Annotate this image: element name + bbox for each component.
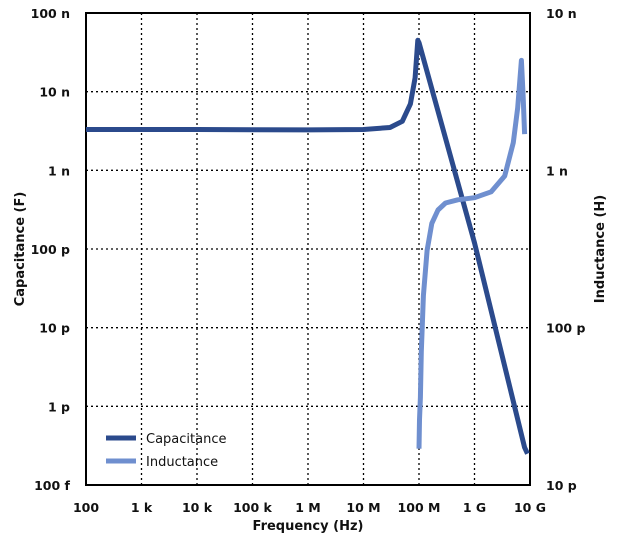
y-left-tick-label: 10 p	[39, 321, 70, 336]
legend-label-inductance: Inductance	[146, 455, 218, 470]
series-line-capacitance	[86, 37, 530, 455]
y-right-tick-label: 100 p	[546, 321, 585, 336]
y-right-tick-label: 10 n	[546, 6, 577, 21]
y-left-tick-label: 1 n	[48, 163, 70, 178]
y-left-tick-label: 100 p	[31, 242, 70, 257]
y-axis-left-title: Capacitance (F)	[13, 192, 28, 307]
y-right-tick-label: 10 p	[546, 478, 577, 493]
y-left-tick-label: 100 f	[34, 478, 70, 493]
y-left-tick-label: 100 n	[31, 6, 70, 21]
series-line-inductance	[416, 57, 528, 449]
x-tick-label: 100 k	[233, 500, 272, 515]
legend-label-capacitance: Capacitance	[146, 432, 226, 447]
x-tick-label: 100 M	[398, 500, 441, 515]
grid-layer	[86, 13, 530, 485]
series-layer	[86, 37, 530, 455]
x-tick-label: 1 G	[463, 500, 486, 515]
x-axis-title: Frequency (Hz)	[253, 519, 364, 534]
x-tick-label: 10 M	[346, 500, 380, 515]
x-tick-label: 10 G	[514, 500, 546, 515]
y-left-tick-label: 10 n	[39, 85, 70, 100]
x-tick-label: 1 k	[131, 500, 153, 515]
y-axis-right-title: Inductance (H)	[593, 195, 608, 303]
x-tick-label: 1 M	[295, 500, 321, 515]
tick-layer: 100 1 k 10 k 100 k 1 M 10 M 100 M 1 G 10 G 100 n 1…	[31, 6, 586, 515]
y-right-tick-label: 1 n	[546, 163, 568, 178]
y-left-tick-label: 1 p	[48, 399, 70, 414]
legend: Capacitance Inductance	[106, 432, 226, 470]
x-tick-label: 100	[73, 500, 99, 515]
plot-frame	[85, 12, 531, 486]
x-tick-label: 10 k	[182, 500, 213, 515]
